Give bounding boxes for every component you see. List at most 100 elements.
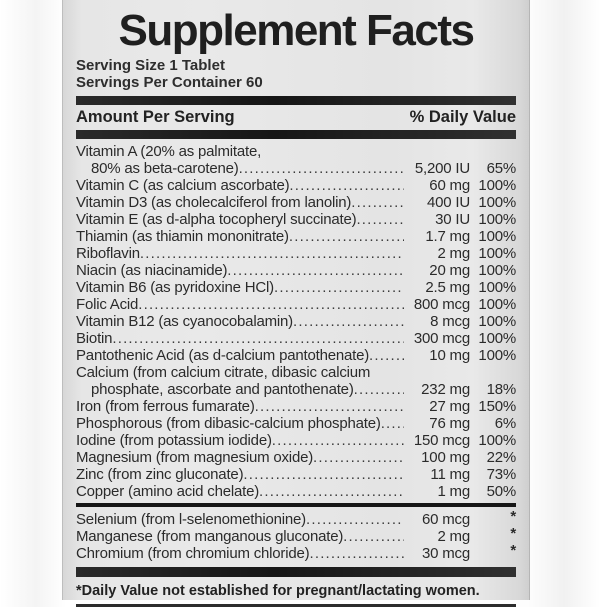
nutrient-amount: 20 mg bbox=[429, 262, 470, 279]
daily-value: 100% bbox=[478, 194, 516, 211]
nutrient-amount: 232 mg bbox=[421, 381, 470, 398]
nutrient-name: Vitamin D3 (as cholecalciferol from lano… bbox=[76, 194, 352, 211]
supplement-facts-panel: Supplement Facts Serving Size 1 Tablet S… bbox=[62, 0, 530, 607]
table-row: Pantothenic Acid (as d-calcium pantothen… bbox=[76, 347, 516, 364]
nutrient-amount: 2 mg bbox=[437, 245, 470, 262]
table-row: Vitamin C (as calcium ascorbate) .......… bbox=[76, 177, 516, 194]
dot-leader: ........................................… bbox=[309, 545, 404, 562]
facts-table-no-dv: Selenium (from l-selenomethionine) .....… bbox=[76, 508, 516, 562]
nutrient-name: Zinc (from zinc gluconate) bbox=[76, 466, 244, 483]
table-row: Selenium (from l-selenomethionine) .....… bbox=[76, 508, 516, 528]
table-row: Niacin (as niacinamide) ................… bbox=[76, 262, 516, 279]
daily-value: 100% bbox=[478, 296, 516, 313]
dot-leader: ........................................… bbox=[271, 432, 404, 449]
dot-leader: ........................................… bbox=[356, 211, 404, 228]
nutrient-amount: 400 IU bbox=[427, 194, 470, 211]
nutrient-name: Folic Acid bbox=[76, 296, 139, 313]
table-row: Folic Acid .............................… bbox=[76, 296, 516, 313]
table-row: Iodine (from potassium iodide) .........… bbox=[76, 432, 516, 449]
table-row: Riboflavin .............................… bbox=[76, 245, 516, 262]
nutrient-name: Thiamin (as thiamin mononitrate) bbox=[76, 228, 289, 245]
nutrient-name: Selenium (from l-selenomethionine) bbox=[76, 511, 306, 528]
nutrient-amount: 800 mcg bbox=[413, 296, 470, 313]
daily-value: 100% bbox=[478, 177, 516, 194]
nutrient-amount: 1.7 mg bbox=[425, 228, 470, 245]
dot-leader: ........................................… bbox=[380, 415, 404, 432]
daily-value: 65% bbox=[486, 160, 517, 177]
column-header-row: Amount Per Serving % Daily Value bbox=[76, 105, 516, 129]
daily-value: 100% bbox=[478, 245, 516, 262]
nutrient-name: Calcium (from calcium citrate, dibasic c… bbox=[76, 364, 371, 381]
table-row: Chromium (from chromium chloride) ......… bbox=[76, 542, 516, 562]
daily-value: 100% bbox=[478, 432, 516, 449]
daily-value: 100% bbox=[478, 347, 516, 364]
dot-leader: ........................................… bbox=[238, 160, 404, 177]
daily-value: 100% bbox=[478, 228, 516, 245]
nutrient-name: Vitamin B12 (as cyanocobalamin) bbox=[76, 313, 293, 330]
divider-thick-top bbox=[76, 96, 516, 105]
table-row: Iron (from ferrous fumarate) ...........… bbox=[76, 398, 516, 415]
table-row: Zinc (from zinc gluconate) .............… bbox=[76, 466, 516, 483]
nutrient-amount: 60 mcg bbox=[422, 511, 470, 528]
dot-leader: ........................................… bbox=[369, 347, 404, 364]
daily-value: 22% bbox=[486, 449, 517, 466]
daily-value: * bbox=[510, 525, 516, 542]
table-row: Vitamin D3 (as cholecalciferol from lano… bbox=[76, 194, 516, 211]
divider-thick-bottom bbox=[76, 567, 516, 577]
nutrient-amount: 60 mg bbox=[429, 177, 470, 194]
servings-per-container: Servings Per Container 60 bbox=[76, 74, 263, 91]
dot-leader: ........................................… bbox=[254, 398, 404, 415]
nutrient-name: Chromium (from chromium chloride) bbox=[76, 545, 310, 562]
nutrient-amount: 11 mg bbox=[430, 466, 470, 483]
nutrient-amount: 300 mcg bbox=[413, 330, 470, 347]
nutrient-name: Pantothenic Acid (as d-calcium pantothen… bbox=[76, 347, 370, 364]
facts-table-main: Vitamin A (20% as palmitate, 80% as beta-… bbox=[76, 143, 516, 500]
label-title: Supplement Facts bbox=[118, 6, 475, 55]
nutrient-name: Copper (amino acid chelate) bbox=[76, 483, 260, 500]
table-row: Phosphorous (from dibasic-calcium phosph… bbox=[76, 415, 516, 432]
nutrient-name: Vitamin C (as calcium ascorbate) bbox=[76, 177, 290, 194]
nutrient-amount: 76 mg bbox=[429, 415, 470, 432]
table-row: Vitamin B6 (as pyridoxine HCl) .........… bbox=[76, 279, 516, 296]
daily-value: 73% bbox=[486, 466, 517, 483]
dot-leader: ........................................… bbox=[259, 483, 404, 500]
nutrient-name: Vitamin E (as d-alpha tocopheryl succina… bbox=[76, 211, 357, 228]
dot-leader: ........................................… bbox=[138, 296, 404, 313]
nutrient-amount: 5,200 IU bbox=[414, 160, 470, 177]
dot-leader: ........................................… bbox=[288, 228, 404, 245]
table-row: 80% as beta-carotene) ..................… bbox=[76, 160, 516, 177]
table-row: Vitamin B12 (as cyanocobalamin) ........… bbox=[76, 313, 516, 330]
daily-value: * bbox=[510, 542, 516, 559]
table-row: Manganese (from manganous gluconate) ...… bbox=[76, 525, 516, 545]
table-row: Vitamin E (as d-alpha tocopheryl succina… bbox=[76, 211, 516, 228]
table-row: Vitamin A (20% as palmitate, bbox=[76, 143, 516, 160]
dot-leader: ........................................… bbox=[313, 449, 404, 466]
nutrient-name: Iodine (from potassium iodide) bbox=[76, 432, 272, 449]
dot-leader: ........................................… bbox=[139, 245, 404, 262]
table-row: Magnesium (from magnesium oxide) .......… bbox=[76, 449, 516, 466]
nutrient-name: Biotin bbox=[76, 330, 113, 347]
dot-leader: ........................................… bbox=[227, 262, 404, 279]
daily-value: 150% bbox=[478, 398, 516, 415]
nutrient-name: phosphate, ascorbate and pantothenate) bbox=[91, 381, 354, 398]
nutrient-name: Phosphorous (from dibasic-calcium phosph… bbox=[76, 415, 381, 432]
table-row: phosphate, ascorbate and pantothenate) .… bbox=[76, 381, 516, 398]
nutrient-name: Manganese (from manganous gluconate) bbox=[76, 528, 344, 545]
daily-value: 100% bbox=[478, 279, 516, 296]
nutrient-name: Iron (from ferrous fumarate) bbox=[76, 398, 255, 415]
table-row: Copper (amino acid chelate) ............… bbox=[76, 483, 516, 500]
nutrient-amount: 30 IU bbox=[435, 211, 470, 228]
dot-leader: ........................................… bbox=[343, 528, 404, 545]
table-row: Thiamin (as thiamin mononitrate) .......… bbox=[76, 228, 516, 245]
nutrient-amount: 150 mcg bbox=[413, 432, 470, 449]
nutrient-amount: 8 mcg bbox=[430, 313, 470, 330]
daily-value: * bbox=[510, 508, 516, 525]
nutrient-amount: 1 mg bbox=[437, 483, 470, 500]
nutrient-name: Magnesium (from magnesium oxide) bbox=[76, 449, 314, 466]
dot-leader: ........................................… bbox=[112, 330, 404, 347]
dot-leader: ........................................… bbox=[289, 177, 404, 194]
daily-value: 100% bbox=[478, 313, 516, 330]
nutrient-name: Riboflavin bbox=[76, 245, 140, 262]
daily-value: 100% bbox=[478, 262, 516, 279]
